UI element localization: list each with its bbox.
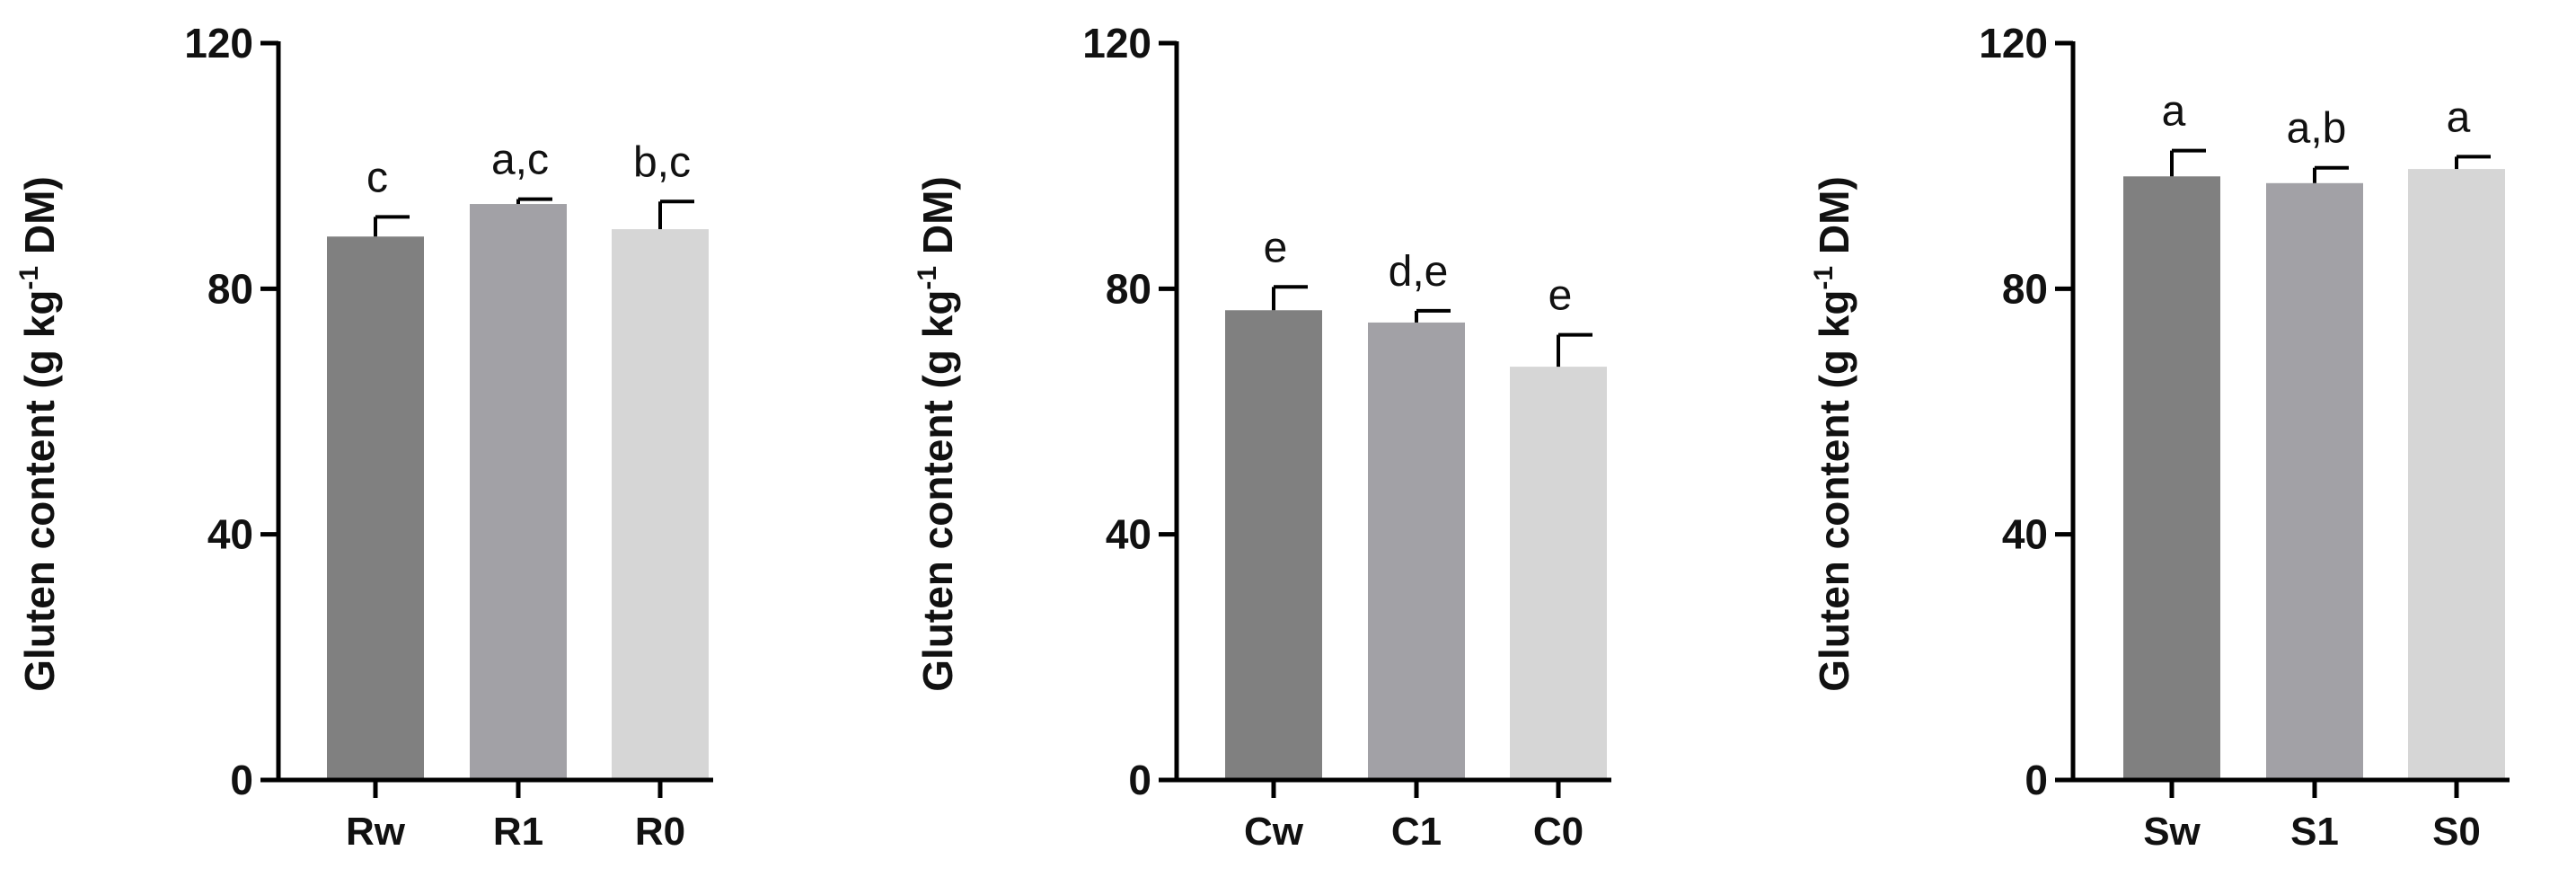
x-tick-label-Sw: Sw bbox=[2143, 810, 2201, 854]
error-bar-C1 bbox=[1415, 308, 1451, 323]
significance-label-R1: a,c bbox=[491, 137, 549, 184]
x-tick-label-R0: R0 bbox=[635, 810, 685, 854]
bar-Rw bbox=[327, 236, 424, 780]
error-bar-S1 bbox=[2313, 165, 2349, 183]
y-tick-label: 0 bbox=[2025, 757, 2048, 803]
chart-panel-1: c a,c b,c 0 40 80 120 Rw R1 R0 Gluten content (g k… bbox=[14, 20, 713, 854]
significance-label-R0: b,c bbox=[633, 138, 691, 186]
y-tick-label: 80 bbox=[2002, 265, 2048, 312]
error-bar-Cw bbox=[1272, 285, 1308, 311]
significance-label-C0: e bbox=[1548, 272, 1573, 320]
y-tick-label: 80 bbox=[207, 265, 253, 312]
bar-R1 bbox=[470, 204, 567, 781]
y-tick-label: 40 bbox=[1106, 511, 1151, 558]
significance-label-Sw: a bbox=[2162, 88, 2186, 136]
y-tick-label: 0 bbox=[1128, 757, 1151, 803]
bar-Sw bbox=[2123, 176, 2220, 781]
chart-panel-3: a a,b a 0 40 80 120 Sw S1 S0 Gluten content (g kg-… bbox=[1809, 20, 2510, 854]
x-tick-label-Cw: Cw bbox=[1244, 810, 1304, 854]
x-tick-label-C0: C0 bbox=[1533, 810, 1584, 854]
significance-label-C1: d,e bbox=[1389, 248, 1449, 296]
bar-S1 bbox=[2266, 182, 2363, 781]
y-tick-label: 0 bbox=[230, 757, 253, 803]
significance-label-Rw: c bbox=[366, 154, 388, 201]
error-bar-R0 bbox=[658, 199, 694, 230]
x-tick-label-R1: R1 bbox=[493, 810, 543, 854]
bar-C0 bbox=[1510, 367, 1607, 780]
x-tick-label-S1: S1 bbox=[2290, 810, 2339, 854]
bar-R0 bbox=[612, 229, 709, 781]
chart-panel-2: e d,e e 0 40 80 120 Cw C1 C0 Gluten content (g kg-… bbox=[913, 20, 1611, 854]
y-tick-label: 120 bbox=[1979, 20, 2048, 66]
bar-Cw bbox=[1225, 310, 1322, 780]
error-bar-Rw bbox=[374, 215, 410, 237]
x-tick-label-Rw: Rw bbox=[346, 810, 406, 854]
error-bar-Sw bbox=[2170, 148, 2206, 177]
y-tick-label: 80 bbox=[1106, 265, 1151, 312]
error-bar-R1 bbox=[516, 197, 552, 205]
significance-label-S0: a bbox=[2447, 93, 2471, 141]
y-tick-label: 40 bbox=[207, 511, 253, 558]
bar-S0 bbox=[2408, 169, 2505, 781]
error-bar-S0 bbox=[2455, 155, 2491, 170]
y-axis-label: Gluten content (g kg-1 DM) bbox=[913, 176, 961, 692]
bar-C1 bbox=[1368, 322, 1465, 780]
y-tick-label: 120 bbox=[184, 20, 253, 66]
error-bar-C0 bbox=[1557, 332, 1592, 368]
significance-label-S1: a,b bbox=[2287, 105, 2347, 153]
y-axis-label: Gluten content (g kg-1 DM) bbox=[1809, 176, 1857, 692]
x-tick-label-C1: C1 bbox=[1391, 810, 1442, 854]
y-tick-label: 40 bbox=[2002, 511, 2048, 558]
y-axis-label: Gluten content (g kg-1 DM) bbox=[14, 176, 63, 692]
significance-label-Cw: e bbox=[1264, 224, 1288, 271]
y-tick-label: 120 bbox=[1082, 20, 1151, 66]
x-tick-label-S0: S0 bbox=[2432, 810, 2481, 854]
